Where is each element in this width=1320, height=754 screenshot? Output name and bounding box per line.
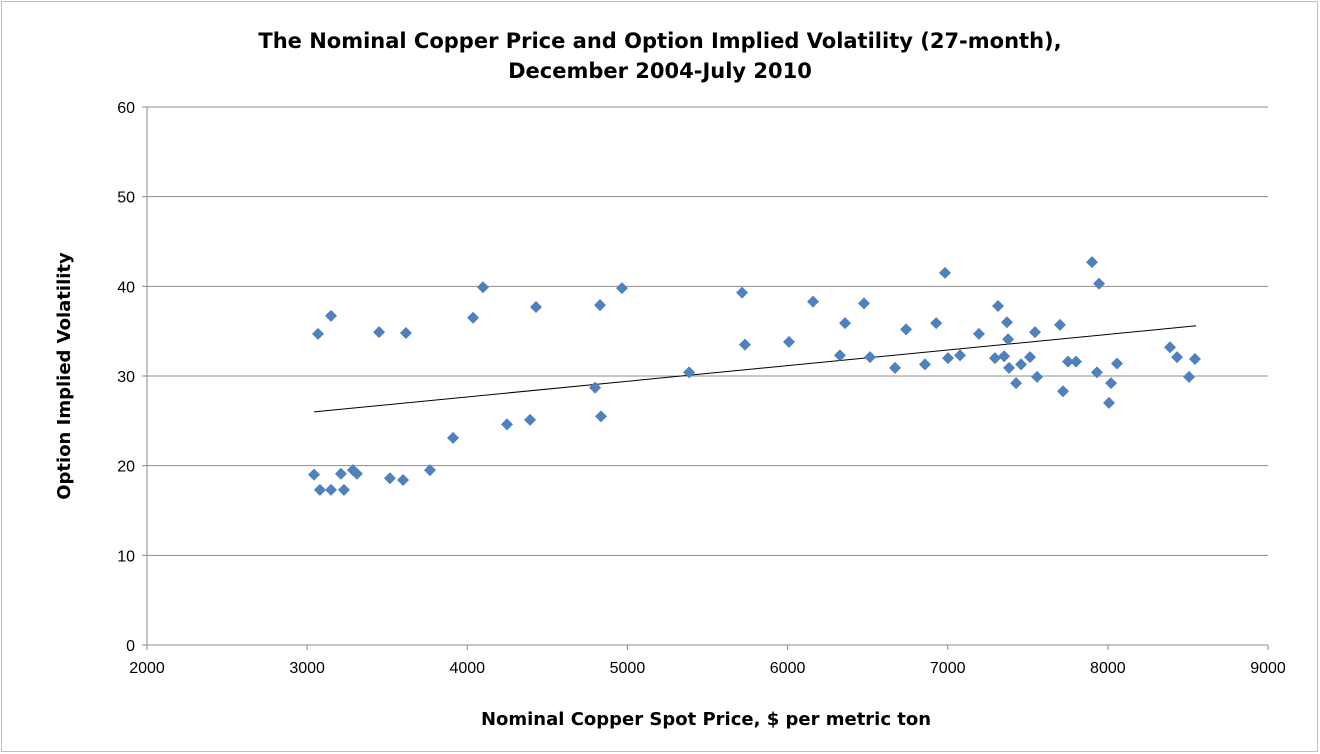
data-point [529,300,542,313]
data-point [972,327,985,340]
x-tick-label: 3000 [289,660,325,677]
data-point [783,335,796,348]
data-point [423,464,436,477]
data-point [1105,377,1118,390]
data-point [589,381,602,394]
data-point [337,483,350,496]
data-point [988,352,1001,365]
data-point [930,317,943,330]
data-point [1188,352,1201,365]
data-point [998,350,1011,363]
x-axis-title: Nominal Copper Spot Price, $ per metric … [481,709,931,730]
data-point [864,351,877,364]
data-point [1110,357,1123,370]
data-point [325,483,338,496]
data-point [1053,318,1066,331]
data-point [350,467,363,480]
data-point [524,413,537,426]
chart-title: December 2004-July 2010 [508,59,812,83]
y-tick-label: 20 [117,459,135,476]
data-point [1057,385,1070,398]
data-point [1061,355,1074,368]
y-tick-label: 40 [117,279,135,296]
data-point [942,352,955,365]
chart-title: The Nominal Copper Price and Option Impl… [258,29,1061,53]
data-point [1093,277,1106,290]
data-point [1031,370,1044,383]
data-point [1163,341,1176,354]
y-tick-label: 0 [126,638,135,655]
data-point [334,467,347,480]
data-point [325,309,338,322]
x-tick-label: 4000 [449,660,485,677]
data-point [954,349,967,362]
data-point [476,281,489,294]
data-point [1028,326,1041,339]
data-point [807,295,820,308]
data-point [447,431,460,444]
data-point [399,326,412,339]
data-point [736,286,749,299]
trendline [313,325,1197,413]
data-point [397,474,410,487]
data-point [1102,396,1115,409]
data-point [595,410,608,423]
y-tick-label: 50 [117,190,135,207]
data-point [1090,366,1103,379]
data-point [889,361,902,374]
data-point [1015,358,1028,371]
data-point [991,300,1004,313]
data-point [501,418,514,431]
data-point [1171,351,1184,364]
data-point [313,483,326,496]
data-point [308,468,321,481]
data-point [1069,355,1082,368]
y-axis-title: Option Implied Volatility [54,252,75,500]
data-point [1086,256,1099,269]
x-tick-label: 8000 [1090,660,1126,677]
data-point [383,472,396,485]
data-point [615,282,628,295]
y-tick-label: 60 [117,100,135,117]
y-tick-label: 10 [117,548,135,565]
data-point [857,297,870,310]
data-point [1183,370,1196,383]
data-point [1000,316,1013,329]
x-tick-label: 7000 [930,660,966,677]
data-point [1010,377,1023,390]
x-tick-label: 5000 [610,660,646,677]
data-point [918,358,931,371]
x-tick-label: 9000 [1250,660,1286,677]
data-point [738,338,751,351]
data-point [594,299,607,312]
data-point [683,366,696,379]
x-tick-label: 2000 [129,660,165,677]
data-point [1024,351,1037,364]
data-point [312,327,325,340]
data-point [1003,361,1016,374]
data-point [373,326,386,339]
data-point [839,317,852,330]
data-point [900,323,913,336]
data-point [467,311,480,324]
y-tick-label: 30 [117,369,135,386]
data-point [1002,333,1015,346]
data-point [938,266,951,279]
x-tick-label: 6000 [770,660,806,677]
data-point [833,349,846,362]
